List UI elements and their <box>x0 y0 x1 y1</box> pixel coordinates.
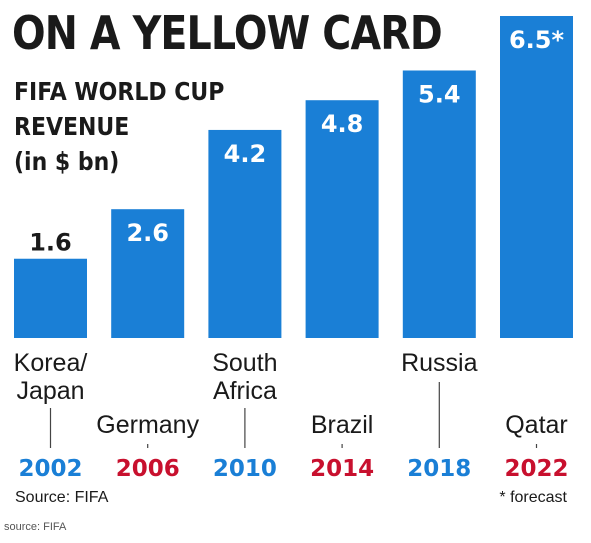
value-label-2006: 2.6 <box>126 219 169 247</box>
host-label-2002-2: Japan <box>16 377 84 405</box>
bar-2022 <box>500 16 573 338</box>
host-label-2010-2: Africa <box>213 377 277 405</box>
host-label-2006-1: Germany <box>96 411 199 439</box>
bar-2006 <box>111 209 185 338</box>
value-label-2010: 4.2 <box>224 140 267 168</box>
host-label-2018-1: Russia <box>401 349 478 377</box>
headline: ON A YELLOW CARD <box>12 6 443 60</box>
host-label-2002-1: Korea/ <box>14 349 88 377</box>
chart-subtitle: FIFA WORLD CUP REVENUE (in $ bn) <box>14 74 224 179</box>
host-label-2014-1: Brazil <box>311 411 374 439</box>
forecast-footnote: * forecast <box>499 489 567 506</box>
year-label-2002: 2002 <box>18 456 82 482</box>
bar-2014 <box>305 100 379 338</box>
value-label-2014: 4.8 <box>321 110 364 138</box>
subtitle-line-1: FIFA WORLD CUP <box>14 77 225 106</box>
year-label-2010: 2010 <box>213 456 277 482</box>
subtitle-line-2: REVENUE <box>14 112 130 141</box>
value-label-2022: 6.5* <box>509 26 565 54</box>
source-note: Source: FIFA <box>15 489 109 506</box>
host-label-2010-1: South <box>212 349 277 377</box>
value-label-2018: 5.4 <box>418 80 461 108</box>
year-label-2022: 2022 <box>504 456 568 482</box>
bar-2018 <box>402 70 476 338</box>
year-label-2018: 2018 <box>407 456 471 482</box>
image-source-caption: source: FIFA <box>4 521 67 533</box>
bar-2010 <box>208 129 282 338</box>
subtitle-line-3: (in $ bn) <box>14 147 120 176</box>
year-label-2014: 2014 <box>310 456 374 482</box>
host-label-2022-1: Qatar <box>505 411 568 439</box>
bar-2002 <box>14 258 87 338</box>
value-label-2002: 1.6 <box>29 229 72 257</box>
year-label-2006: 2006 <box>116 456 180 482</box>
